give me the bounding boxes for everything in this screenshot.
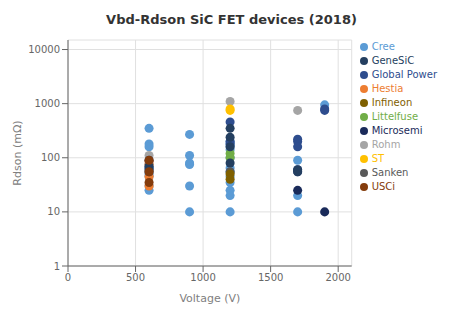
svg-text:Rdson (mΩ): Rdson (mΩ) (11, 120, 24, 185)
svg-text:0: 0 (65, 272, 71, 283)
html-text:Cree: Cree (371, 41, 395, 52)
svg-text:1: 1 (54, 261, 60, 272)
svg-text:Voltage (V): Voltage (V) (179, 292, 240, 305)
svg-text:100: 100 (41, 152, 60, 163)
html-text:Rohm: Rohm (371, 139, 401, 150)
svg-text:10: 10 (47, 206, 60, 217)
html-text:Infineon: Infineon (371, 97, 413, 108)
svg-text:500: 500 (126, 272, 145, 283)
html-text:ST: ST (371, 153, 385, 164)
html-text:GeneSiC: GeneSiC (371, 55, 415, 66)
html-text:Hestia: Hestia (371, 83, 404, 94)
svg-text:1500: 1500 (258, 272, 283, 283)
html-text:Microsemi: Microsemi (371, 125, 423, 136)
html-text:Vbd-Rdson SiC FET devices (201: Vbd-Rdson SiC FET devices (2018) (106, 12, 357, 27)
svg-text:1000: 1000 (190, 272, 215, 283)
svg-text:1000: 1000 (35, 98, 60, 109)
svg-text:2000: 2000 (325, 272, 350, 283)
html-text:Sanken: Sanken (371, 167, 409, 178)
html-text:Littelfuse: Littelfuse (371, 111, 418, 122)
svg-text:10000: 10000 (28, 44, 60, 55)
html-text:USCi: USCi (371, 181, 396, 192)
html-text:Global Power: Global Power (371, 69, 437, 80)
